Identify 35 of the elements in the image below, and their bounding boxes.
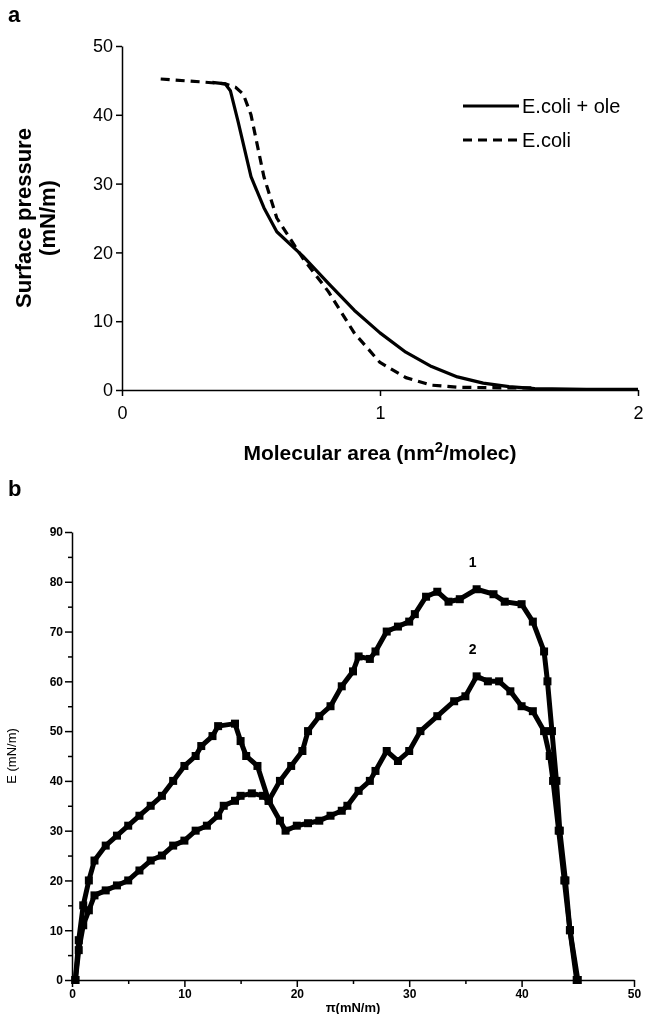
x-tick-label: 0	[69, 986, 77, 1001]
series-label: 1	[468, 554, 477, 571]
x-axis-title: Molecular area (nm$^{2}$/molec)	[243, 439, 517, 464]
y-tick-label: 20	[49, 873, 64, 888]
y-tick-label: 0	[56, 973, 64, 988]
series-label: 2	[468, 641, 477, 658]
y-tick-label: 60	[49, 674, 64, 689]
y-tick-label: 50	[92, 36, 113, 57]
y-tick-label: 70	[49, 624, 64, 639]
x-tick-label: 30	[403, 986, 417, 1001]
x-tick-label: 50	[627, 986, 642, 1001]
y-tick-label: 10	[49, 923, 64, 938]
y-tick-label: 30	[49, 824, 64, 839]
y-tick-label: 50	[49, 724, 64, 739]
y-tick-label: 30	[92, 173, 113, 194]
x-axis-title: π(mN/m)	[325, 1000, 381, 1015]
x-tick-label: 40	[515, 986, 530, 1001]
y-axis-title: E (mN/m)	[4, 728, 19, 784]
x-tick-label: 0	[117, 402, 128, 423]
y-tick-label: 90	[49, 525, 64, 540]
y-tick-label: 0	[102, 380, 113, 401]
x-tick-label: 20	[290, 986, 305, 1001]
y-tick-label: 80	[49, 575, 64, 590]
legend-label: E.coli + ole	[522, 95, 621, 117]
legend-label: E.coli	[522, 129, 571, 151]
y-tick-label: 20	[92, 242, 113, 263]
y-tick-label: 40	[92, 105, 113, 126]
x-tick-label: 1	[375, 402, 386, 423]
y-axis-title: Surface pressure (mN/m)	[11, 128, 61, 308]
chart-title: b	[8, 476, 22, 501]
y-tick-label: 40	[49, 774, 64, 789]
x-tick-label: 2	[633, 402, 644, 423]
y-tick-label: 10	[92, 311, 113, 332]
chart-title: a	[8, 2, 21, 27]
x-tick-label: 10	[178, 986, 192, 1001]
